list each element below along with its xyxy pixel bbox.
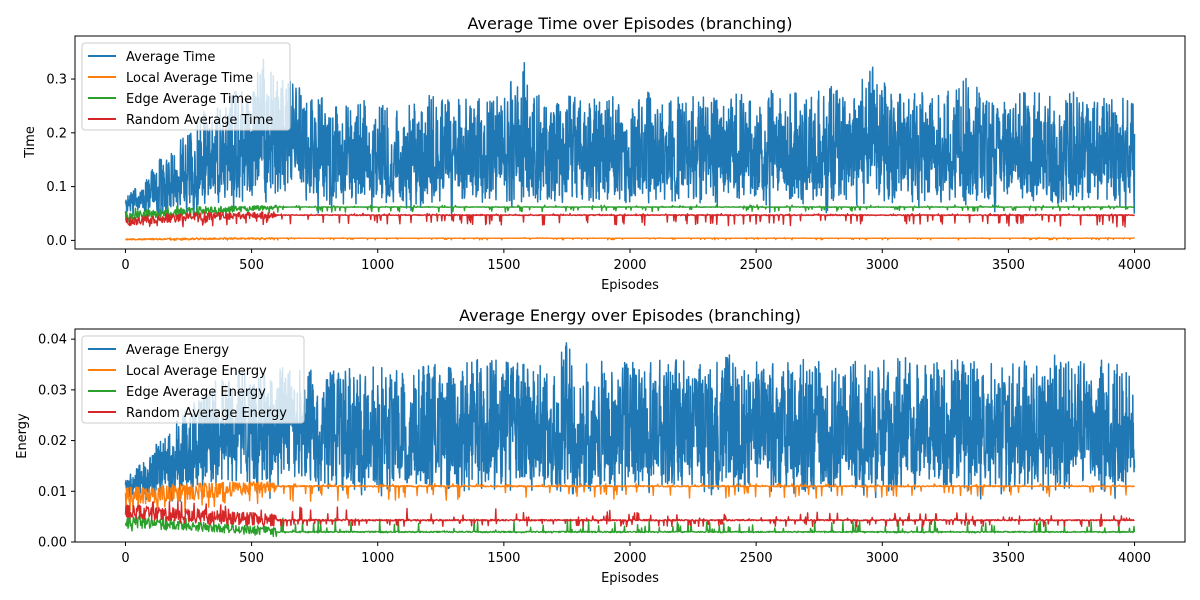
energy-x-tick-label: 1500 (487, 551, 520, 566)
energy-legend-box (81, 335, 305, 424)
energy-y-tick-label: 0.03 (38, 383, 67, 398)
time-x-tick-label: 1000 (361, 258, 394, 273)
time-x-tick-label: 0 (121, 258, 129, 273)
energy-series-local-average-energy (124, 480, 1135, 515)
energy-x-tick-label: 2000 (613, 551, 646, 566)
energy-series-edge-average-energy (124, 514, 1136, 538)
energy-chart-x-label: Episodes (601, 571, 659, 586)
time-x-tick-label: 3500 (992, 258, 1025, 273)
energy-legend-local-average-energy: Local Average Energy (126, 364, 267, 379)
energy-legend-average-energy: Average Energy (126, 343, 229, 358)
energy-x-tick-label: 4000 (1118, 551, 1151, 566)
time-legend-average-time: Average Time (126, 50, 215, 65)
energy-y-tick-label: 0.04 (38, 333, 67, 348)
time-series-random-average-time (125, 211, 1135, 228)
energy-chart-y-axis: 0.00 0.01 0.02 0.03 0.04 (38, 333, 75, 551)
energy-x-tick-label: 500 (239, 551, 264, 566)
energy-chart-x-axis: 0 500 1000 1500 2000 2500 3000 3500 4000 (121, 542, 1151, 566)
energy-chart: Average Energy over Episodes (branching)… (15, 306, 1186, 586)
energy-legend-random-average-energy: Random Average Energy (126, 406, 287, 421)
time-chart-title: Average Time over Episodes (branching) (468, 14, 793, 33)
energy-x-tick-label: 1000 (361, 551, 394, 566)
energy-legend-edge-average-energy: Edge Average Energy (126, 385, 266, 400)
time-chart-x-axis: 0 500 1000 1500 2000 2500 3000 3500 4000 (121, 249, 1151, 273)
time-y-tick-label: 0.1 (46, 180, 67, 195)
time-y-tick-label: 0.0 (46, 234, 67, 249)
time-y-tick-label: 0.2 (46, 126, 67, 141)
energy-y-tick-label: 0.02 (38, 434, 67, 449)
time-y-tick-label: 0.3 (46, 73, 67, 88)
energy-chart-legend: Average Energy Local Average Energy Edge… (81, 335, 305, 424)
time-chart-legend: Average Time Local Average Time Edge Ave… (81, 42, 291, 131)
time-chart-y-label: Time (23, 126, 38, 159)
energy-x-tick-label: 0 (121, 551, 129, 566)
time-x-tick-label: 1500 (487, 258, 520, 273)
energy-chart-y-label: Energy (15, 413, 30, 459)
energy-chart-title: Average Energy over Episodes (branching) (459, 306, 801, 325)
energy-x-tick-label: 3500 (992, 551, 1025, 566)
time-legend-random-average-time: Random Average Time (126, 113, 273, 128)
time-series-average-time (124, 58, 1136, 221)
time-legend-local-average-time: Local Average Time (126, 71, 253, 86)
energy-x-tick-label: 2500 (740, 551, 773, 566)
time-x-tick-label: 4000 (1118, 258, 1151, 273)
time-chart-y-axis: 0.0 0.1 0.2 0.3 (46, 73, 75, 249)
time-legend-edge-average-time: Edge Average Time (126, 92, 252, 107)
time-series-local-average-time (124, 237, 1135, 241)
time-x-tick-label: 500 (239, 258, 264, 273)
time-chart-plot-area (124, 58, 1136, 241)
time-legend-box (81, 42, 291, 131)
energy-y-tick-label: 0.01 (38, 485, 67, 500)
energy-chart-plot-area (124, 342, 1136, 538)
time-chart: Average Time over Episodes (branching) 0… (23, 14, 1186, 293)
time-chart-x-label: Episodes (601, 278, 659, 293)
time-x-tick-label: 2000 (613, 258, 646, 273)
time-x-tick-label: 2500 (740, 258, 773, 273)
energy-x-tick-label: 3000 (866, 551, 899, 566)
time-x-tick-label: 3000 (866, 258, 899, 273)
energy-y-tick-label: 0.00 (38, 536, 67, 551)
time-series-edge-average-time (124, 204, 1136, 222)
energy-series-random-average-energy (124, 500, 1135, 528)
